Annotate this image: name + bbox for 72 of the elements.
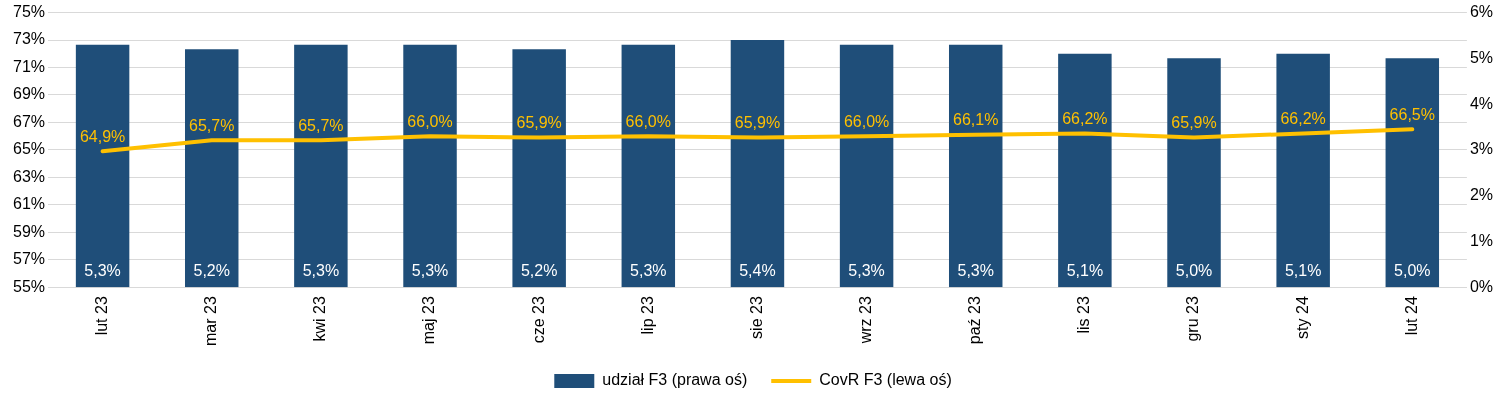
data-label: 66,0%	[407, 112, 453, 130]
legend-label: udział F3 (prawa oś)	[602, 371, 748, 389]
data-label: 5,3%	[848, 261, 885, 279]
x-tick-label: lut 23	[93, 296, 110, 336]
y-tick-label: 57%	[12, 250, 46, 268]
data-label: 64,9%	[79, 127, 126, 145]
bar	[948, 44, 1003, 288]
x-tick-label: lis 23	[1075, 296, 1093, 334]
x-tick-label: lip 23	[638, 296, 656, 335]
data-label: 66,2%	[1062, 109, 1108, 127]
y2-tick-label: 5%	[1469, 48, 1493, 66]
data-label: 5,2%	[520, 261, 558, 279]
y2-tick-label: 0%	[1469, 277, 1493, 295]
x-tick-label: cze 23	[529, 296, 547, 344]
bar	[839, 44, 894, 288]
bar	[1058, 53, 1112, 288]
data-label: 66,0%	[625, 112, 671, 130]
y-tick-label: 55%	[12, 277, 46, 295]
data-label: 5,0%	[1394, 261, 1431, 279]
y-tick-label: 59%	[12, 222, 46, 240]
bar	[1167, 58, 1221, 288]
data-label: 5,1%	[1066, 261, 1104, 279]
data-label: 65,7%	[189, 116, 235, 134]
y-tick-label: 65%	[12, 140, 46, 158]
data-label: 66,0%	[843, 112, 890, 130]
data-label: 5,3%	[84, 261, 121, 279]
x-tick-label: lut 24	[1402, 296, 1420, 336]
x-tick-label: paź 23	[966, 296, 984, 345]
y2-tick-label: 1%	[1469, 231, 1493, 249]
bar	[1276, 53, 1330, 288]
data-label: 5,3%	[302, 261, 340, 279]
y-tick-label: 69%	[12, 85, 46, 103]
bar	[621, 44, 676, 288]
data-label: 5,3%	[411, 261, 449, 279]
y-tick-label: 73%	[12, 30, 46, 48]
data-label: 65,9%	[516, 113, 562, 131]
data-label: 5,3%	[957, 261, 994, 279]
bar	[403, 44, 457, 288]
data-label: 66,5%	[1389, 105, 1435, 123]
x-tick-label: sty 24	[1293, 296, 1311, 339]
bar	[730, 40, 785, 288]
data-label: 5,2%	[193, 261, 230, 279]
x-tick-label: maj 23	[420, 296, 438, 345]
y-tick-label: 61%	[12, 195, 46, 213]
data-label: 5,4%	[739, 261, 776, 279]
bar	[512, 49, 566, 288]
data-label: 5,3%	[630, 261, 667, 279]
data-label: 65,9%	[1171, 113, 1217, 131]
y-tick-label: 71%	[12, 57, 46, 75]
data-label: 66,1%	[953, 111, 999, 129]
data-label: 5,1%	[1284, 261, 1322, 279]
bar	[294, 44, 348, 288]
legend-label: CovR F3 (lewa oś)	[819, 371, 952, 389]
data-label: 65,9%	[734, 113, 781, 131]
x-tick-label: wrz 23	[857, 296, 874, 345]
x-tick-label: mar 23	[202, 296, 220, 346]
y2-tick-label: 4%	[1469, 94, 1493, 112]
bar	[1385, 58, 1440, 288]
data-label: 65,7%	[298, 116, 344, 134]
y-tick-label: 75%	[12, 3, 46, 21]
y-tick-label: 67%	[12, 112, 46, 130]
bar	[75, 44, 130, 288]
y2-tick-label: 6%	[1469, 3, 1493, 21]
y2-tick-label: 2%	[1469, 186, 1493, 204]
x-tick-label: gru 23	[1184, 296, 1202, 342]
data-label: 5,0%	[1175, 261, 1213, 279]
y-tick-label: 63%	[12, 167, 46, 185]
data-label: 66,2%	[1280, 109, 1326, 127]
y2-tick-label: 3%	[1469, 140, 1493, 158]
x-tick-label: sie 23	[747, 296, 765, 339]
x-tick-label: kwi 23	[311, 296, 329, 342]
bar	[185, 49, 239, 288]
